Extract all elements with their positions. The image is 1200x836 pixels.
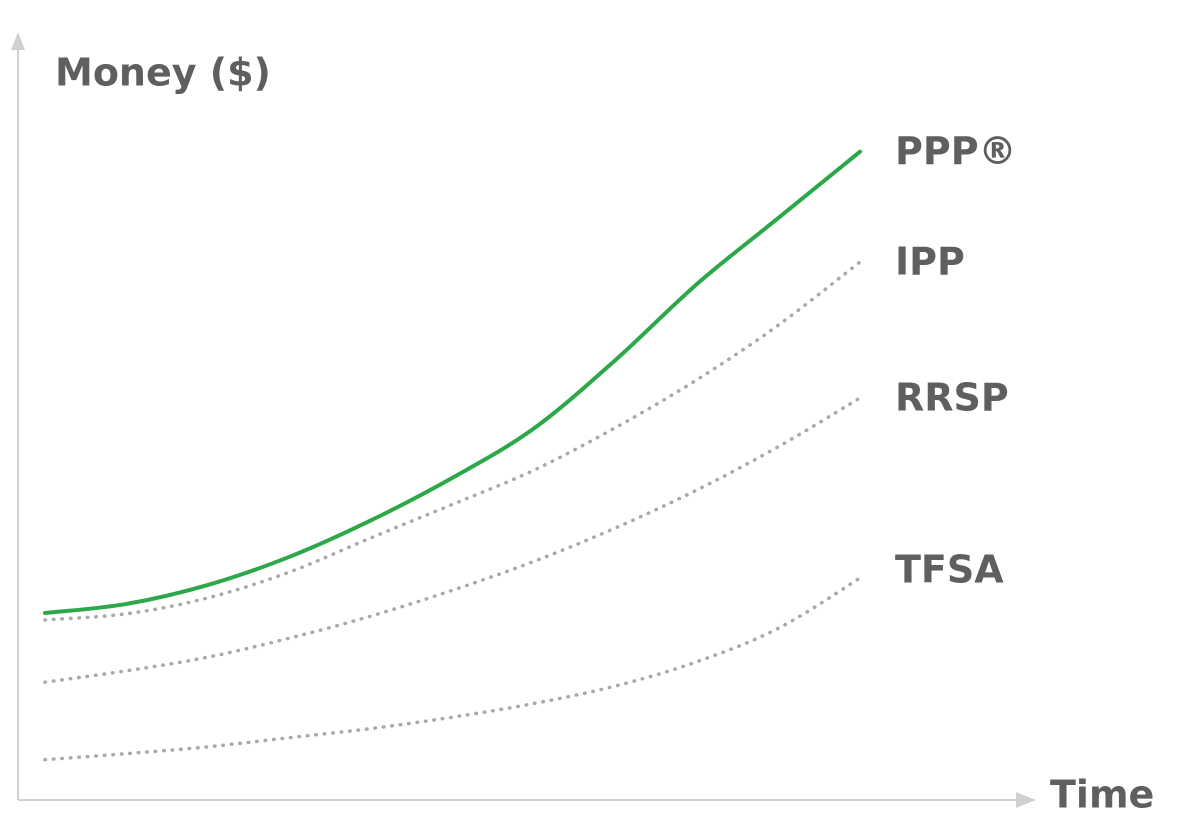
series-line — [43, 260, 862, 622]
y-axis-arrow — [11, 32, 25, 50]
x-axis-label: Time — [1050, 773, 1154, 817]
series-label: IPP — [895, 239, 965, 283]
y-axis-label: Money ($) — [55, 51, 271, 95]
series-line — [43, 576, 862, 762]
series-label: RRSP — [895, 375, 1009, 419]
series-line — [43, 396, 862, 684]
series-line — [43, 149, 862, 616]
x-axis-arrow — [1016, 792, 1036, 808]
series-label: TFSA — [895, 548, 1004, 592]
series-label: PPP® — [895, 129, 1017, 173]
